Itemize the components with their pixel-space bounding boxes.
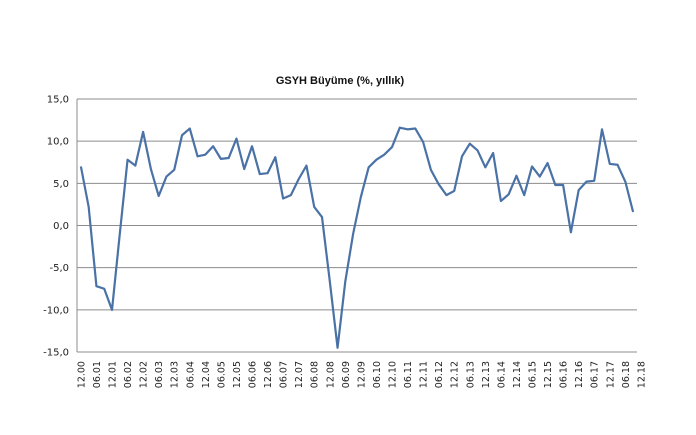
x-tick-label: 06.06: [248, 361, 259, 388]
y-tick-label: 10,0: [47, 137, 69, 148]
x-tick-label: 12.15: [543, 361, 554, 388]
x-tick-label: 06.14: [496, 361, 507, 388]
y-tick-label: -10,0: [43, 305, 69, 316]
x-tick-label: 06.09: [341, 361, 352, 388]
x-tick-label: 12.10: [388, 361, 399, 388]
x-tick-label: 06.13: [465, 361, 476, 388]
x-tick-label: 06.05: [216, 361, 227, 388]
series-layer: [79, 126, 635, 349]
y-tick-label: -15,0: [43, 348, 69, 359]
x-tick-label: 12.18: [636, 361, 647, 388]
x-tick-label: 06.03: [154, 361, 165, 388]
x-tick-label: 12.07: [294, 361, 305, 388]
x-tick-label: 12.00: [76, 361, 87, 388]
chart-title: GSYH Büyüme (%, yıllık): [276, 75, 405, 87]
y-tick-label: 0,0: [53, 221, 69, 232]
x-axis-tick-labels: 12.00 06.01 12.01 06.02 12.02 06.03 12.03 06.04…: [76, 361, 647, 388]
x-tick-label: 06.04: [185, 361, 196, 388]
series-line: [79, 126, 635, 349]
x-tick-label: 12.16: [574, 361, 585, 388]
x-tick-label: 06.16: [559, 361, 570, 388]
x-tick-label: 06.07: [279, 361, 290, 388]
x-tick-label: 12.17: [605, 361, 616, 388]
x-tick-label: 12.08: [325, 361, 336, 388]
x-tick-label: 12.13: [481, 361, 492, 388]
x-tick-label: 06.17: [590, 361, 601, 388]
x-tick-label: 06.18: [621, 361, 632, 388]
y-tick-label: -5,0: [49, 263, 69, 274]
y-axis-tick-labels: 15,0 10,0 5,0 0,0 -5,0 -10,0 -15,0: [43, 95, 69, 359]
x-tick-label: 06.01: [92, 361, 103, 388]
y-tick-label: 15,0: [47, 95, 69, 106]
gridlines: [77, 98, 637, 353]
x-tick-label: 06.12: [434, 361, 445, 388]
x-tick-label: 12.09: [356, 361, 367, 388]
x-tick-label: 06.10: [372, 361, 383, 388]
x-tick-label: 12.04: [201, 361, 212, 388]
x-tick-label: 12.11: [419, 361, 430, 388]
x-tick-label: 12.05: [232, 361, 243, 388]
x-tick-label: 12.06: [263, 361, 274, 388]
x-tick-label: 06.15: [528, 361, 539, 388]
x-tick-label: 06.11: [403, 361, 414, 388]
x-tick-label: 12.14: [512, 361, 523, 388]
x-tick-label: 06.02: [123, 361, 134, 388]
x-tick-label: 12.02: [139, 361, 150, 388]
x-tick-label: 12.12: [450, 361, 461, 388]
y-tick-label: 5,0: [53, 179, 69, 190]
x-tick-label: 12.01: [108, 361, 119, 388]
x-tick-label: 06.08: [310, 361, 321, 388]
x-tick-label: 12.03: [170, 361, 181, 388]
